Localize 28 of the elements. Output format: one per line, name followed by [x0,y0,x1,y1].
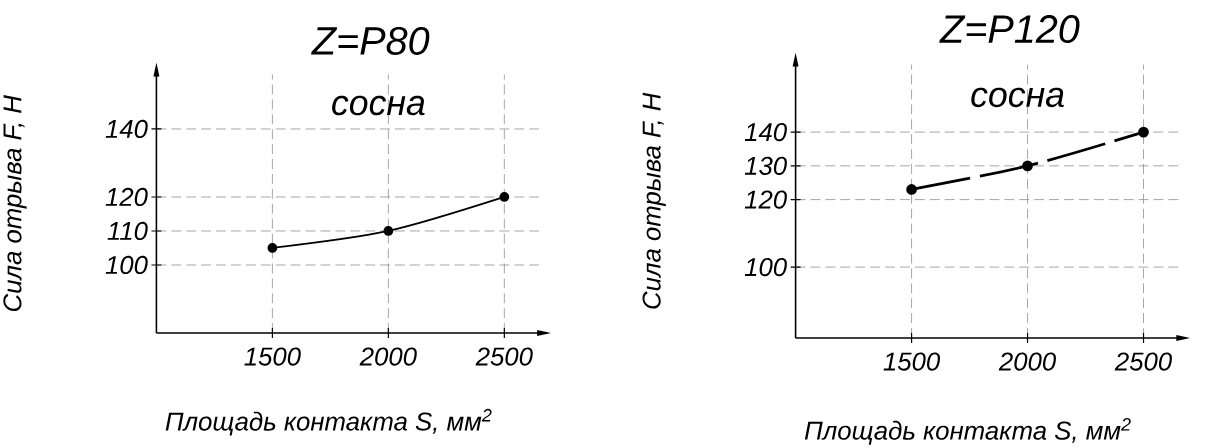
y-tick-label: 120 [105,187,148,207]
point [1138,126,1149,138]
y-tick-label: 100 [744,257,787,277]
y-tick-label: 120 [744,190,787,209]
x-tick-label: 1500 [883,352,940,371]
x-tick-label: 2000 [998,352,1056,371]
x-tick-label: 2000 [359,347,417,366]
x-tick-label: 1500 [244,347,301,366]
x-axis-title: Площадь контакта S, мм$^{2}$ [804,418,1131,445]
chart-title: Z=P120 [939,15,1080,44]
point [906,184,917,195]
y-tick-label: 140 [105,119,148,139]
point [499,192,510,202]
y-axis-title: Сила отрыва F, Н [3,95,27,312]
y-tick-label: 130 [744,156,787,175]
x-axis-title: Площадь контакта S, мм$^{2}$ [165,408,492,436]
y-tick-label: 110 [107,221,148,241]
point [267,243,278,253]
point [1022,160,1033,172]
point [383,226,394,236]
x-tick-label: 2500 [1114,352,1172,371]
y-axis-title: Сила отрыва F, Н [642,92,666,309]
y-tick-label: 100 [105,255,148,275]
chart-title: Z=P80 [311,26,430,55]
chart-subtitle: сосна [971,87,1064,108]
x-tick-label: 2500 [475,347,533,366]
y-tick-label: 140 [744,123,787,142]
chart-subtitle: сосна [332,95,425,116]
